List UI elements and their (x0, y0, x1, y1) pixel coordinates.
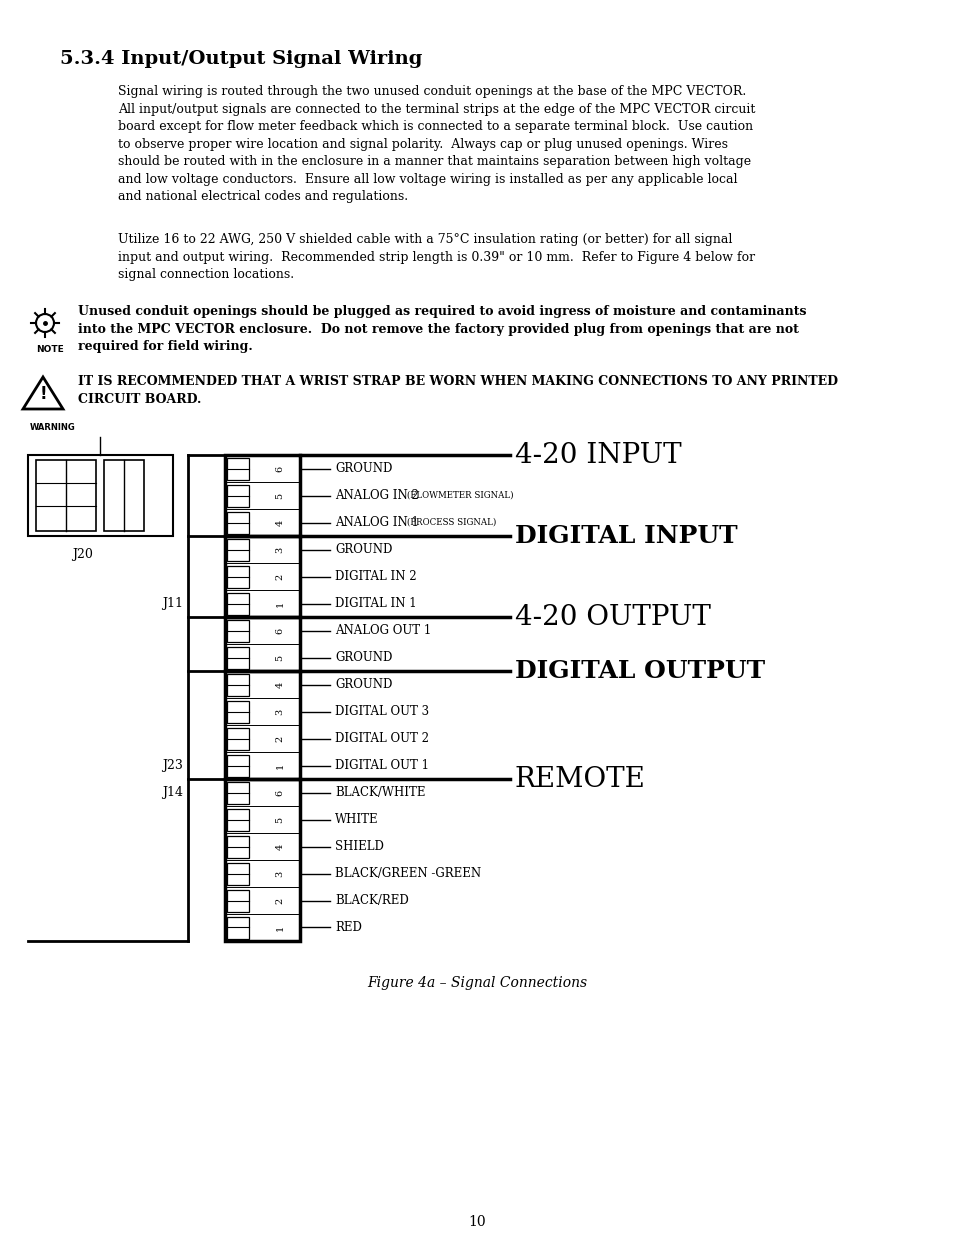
Bar (225, 779, 299, 941)
Bar (227, 755, 249, 777)
Text: DIGITAL OUTPUT: DIGITAL OUTPUT (515, 659, 764, 683)
Text: GROUND: GROUND (335, 651, 392, 664)
Text: DIGITAL IN 2: DIGITAL IN 2 (335, 571, 416, 583)
Text: (PROCESS SIGNAL): (PROCESS SIGNAL) (406, 517, 496, 527)
Text: Figure 4a – Signal Connections: Figure 4a – Signal Connections (367, 976, 586, 990)
Bar (28, 454, 172, 536)
Text: 10: 10 (468, 1215, 485, 1229)
Text: DIGITAL OUT 2: DIGITAL OUT 2 (335, 732, 429, 745)
Text: GROUND: GROUND (335, 678, 392, 692)
Bar (225, 454, 299, 536)
Text: 3: 3 (275, 546, 284, 552)
Text: 1: 1 (275, 762, 284, 768)
Text: Unused conduit openings should be plugged as required to avoid ingress of moistu: Unused conduit openings should be plugge… (78, 305, 805, 353)
Bar (227, 727, 249, 750)
Text: BLACK/WHITE: BLACK/WHITE (335, 785, 425, 799)
Text: 6: 6 (275, 466, 284, 472)
Text: !: ! (39, 385, 47, 403)
Text: 2: 2 (275, 735, 284, 742)
Text: SHIELD: SHIELD (335, 840, 383, 853)
Bar (227, 889, 249, 911)
Text: J14: J14 (162, 785, 183, 799)
Bar (227, 700, 249, 722)
Bar (227, 566, 249, 588)
Bar (227, 538, 249, 561)
Text: 2: 2 (275, 573, 284, 579)
Text: ANALOG IN 2: ANALOG IN 2 (335, 489, 418, 501)
Text: DIGITAL OUT 3: DIGITAL OUT 3 (335, 705, 429, 718)
Text: 5: 5 (275, 493, 284, 499)
Bar (227, 511, 249, 534)
Text: 4-20 INPUT: 4-20 INPUT (515, 441, 680, 468)
Text: 6: 6 (275, 627, 284, 634)
Text: Signal wiring is routed through the two unused conduit openings at the base of t: Signal wiring is routed through the two … (118, 85, 755, 203)
Text: DIGITAL IN 1: DIGITAL IN 1 (335, 597, 416, 610)
Text: 5: 5 (275, 655, 284, 661)
Bar (227, 593, 249, 615)
Bar (227, 862, 249, 884)
Bar (104, 459, 144, 531)
Bar (227, 782, 249, 804)
Bar (227, 620, 249, 641)
Text: Utilize 16 to 22 AWG, 250 V shielded cable with a 75°C insulation rating (or bet: Utilize 16 to 22 AWG, 250 V shielded cab… (118, 233, 755, 282)
Bar (227, 809, 249, 830)
Text: ANALOG OUT 1: ANALOG OUT 1 (335, 624, 431, 637)
Text: DIGITAL INPUT: DIGITAL INPUT (515, 524, 737, 548)
Text: 4: 4 (275, 844, 284, 850)
Text: WARNING: WARNING (30, 424, 75, 432)
Bar (225, 536, 299, 618)
Bar (227, 484, 249, 506)
Bar (227, 836, 249, 857)
Text: 6: 6 (275, 789, 284, 795)
Text: 3: 3 (275, 871, 284, 877)
Text: 4: 4 (275, 682, 284, 688)
Bar (227, 916, 249, 939)
Text: GROUND: GROUND (335, 462, 392, 475)
Text: J20: J20 (72, 548, 93, 561)
Text: BLACK/RED: BLACK/RED (335, 894, 408, 906)
Bar (36, 459, 96, 531)
Bar (225, 618, 299, 671)
Text: DIGITAL OUT 1: DIGITAL OUT 1 (335, 760, 429, 772)
Bar (227, 673, 249, 695)
Text: GROUND: GROUND (335, 543, 392, 556)
Bar (227, 457, 249, 479)
Text: 5.3.4 Input/Output Signal Wiring: 5.3.4 Input/Output Signal Wiring (60, 49, 422, 68)
Text: REMOTE: REMOTE (515, 766, 645, 793)
Text: NOTE: NOTE (36, 345, 64, 354)
Text: 2: 2 (275, 898, 284, 904)
Text: (FLOWMETER SIGNAL): (FLOWMETER SIGNAL) (406, 492, 513, 500)
Text: 5: 5 (275, 816, 284, 823)
Text: 3: 3 (275, 709, 284, 715)
Bar (225, 671, 299, 779)
Bar (227, 646, 249, 668)
Text: 4: 4 (275, 520, 284, 526)
Text: IT IS RECOMMENDED THAT A WRIST STRAP BE WORN WHEN MAKING CONNECTIONS TO ANY PRIN: IT IS RECOMMENDED THAT A WRIST STRAP BE … (78, 375, 837, 405)
Text: J23: J23 (162, 760, 183, 772)
Text: WHITE: WHITE (335, 813, 378, 826)
Text: 1: 1 (275, 600, 284, 606)
Text: BLACK/GREEN -GREEN: BLACK/GREEN -GREEN (335, 867, 480, 881)
Text: 1: 1 (275, 924, 284, 931)
Text: J11: J11 (162, 597, 183, 610)
Text: ANALOG IN 1: ANALOG IN 1 (335, 516, 418, 529)
Text: RED: RED (335, 921, 361, 934)
Text: 4-20 OUTPUT: 4-20 OUTPUT (515, 604, 710, 631)
